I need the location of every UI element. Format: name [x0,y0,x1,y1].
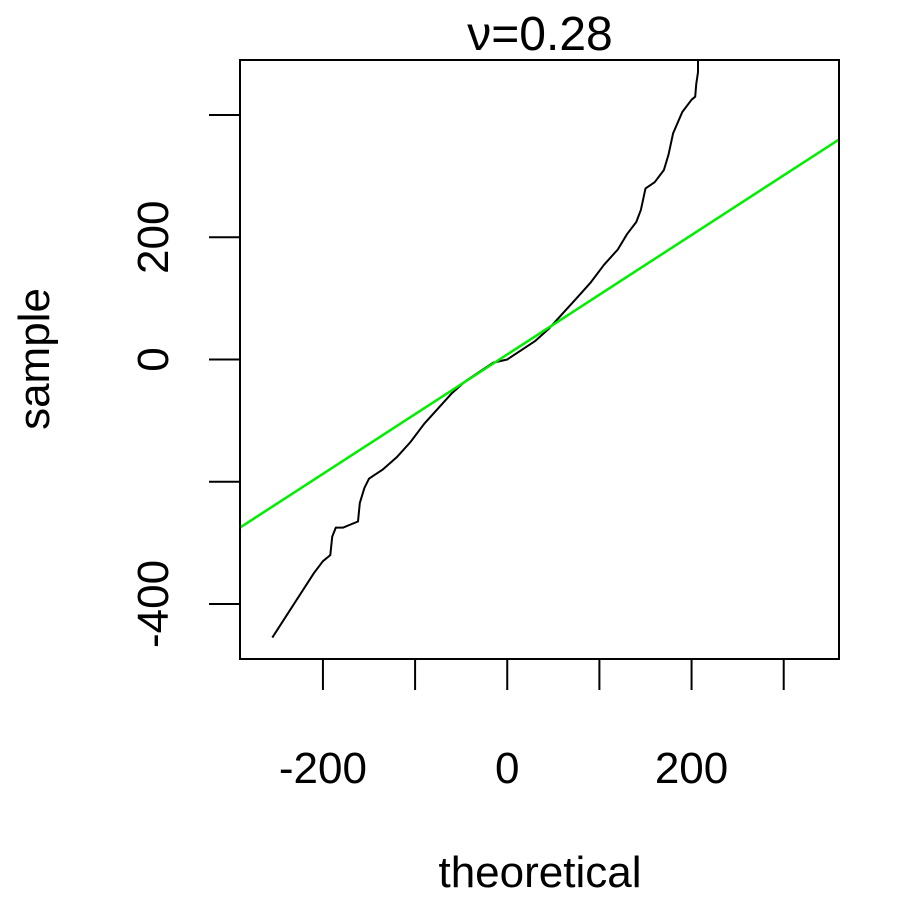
plot-area [240,60,839,639]
qq-sample-line [271,60,699,639]
y-axis: -400 0 200 [129,114,240,648]
x-axis: -200 0 200 [279,659,785,793]
x-tick-label: 200 [655,744,728,793]
y-tick-label: 0 [129,347,178,371]
chart-title: ν=0.28 [467,8,612,61]
x-tick-label: 0 [495,744,519,793]
x-axis-label: theoretical [438,848,641,897]
x-tick-label: -200 [279,744,367,793]
y-tick-label: 200 [129,201,178,274]
y-tick-label: -400 [129,560,178,648]
plot-frame [239,59,840,660]
y-axis-label: sample [10,288,59,430]
reference-line [240,138,839,529]
